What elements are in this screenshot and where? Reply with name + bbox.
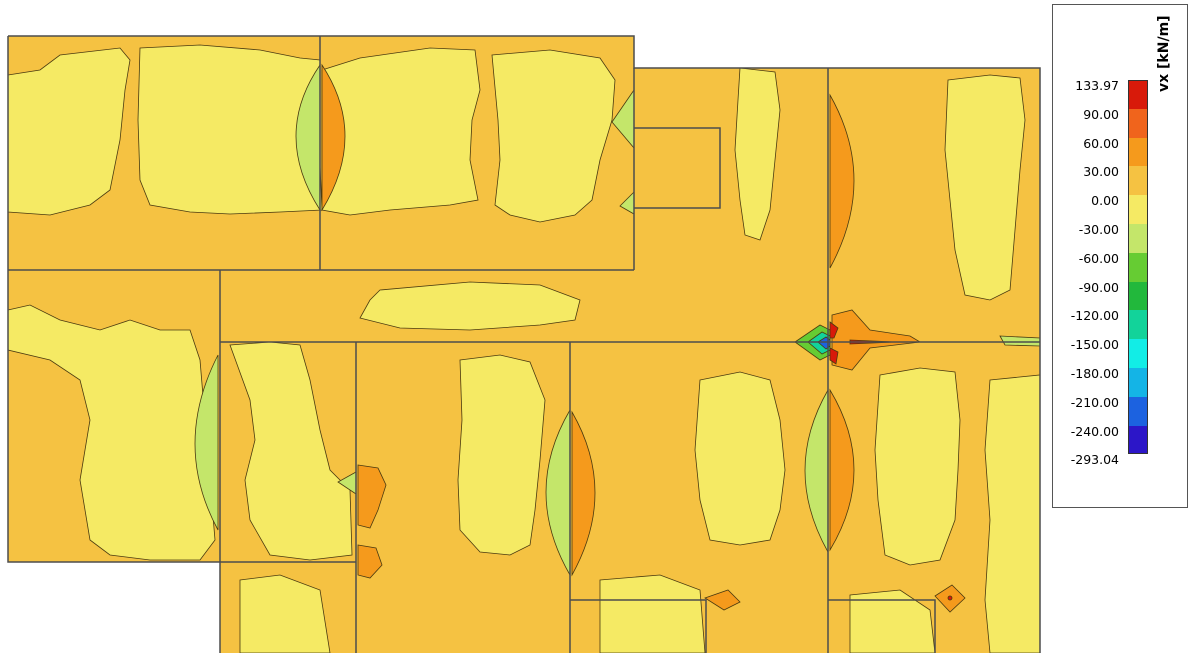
region-yellow-15	[849, 589, 936, 653]
legend-label: -120.00	[1070, 308, 1119, 324]
lens-green-1	[295, 63, 321, 212]
region-yellow-12	[984, 374, 1041, 653]
legend-label: -210.00	[1070, 394, 1119, 410]
region-yellow-14	[599, 574, 706, 653]
legend-label: -240.00	[1070, 423, 1119, 439]
legend-label: 133.97	[1075, 78, 1119, 93]
region-yellow-1	[7, 47, 131, 216]
legend-label: -150.00	[1070, 337, 1119, 353]
blob-orange-5	[357, 464, 387, 529]
blob-orange-7	[704, 589, 741, 611]
region-yellow-4	[491, 49, 616, 223]
region-yellow-10	[944, 74, 1026, 301]
legend-label: -90.00	[1078, 279, 1119, 295]
spike-red-2	[829, 347, 839, 365]
level-high-regions	[321, 63, 966, 613]
region-yellow-5	[7, 304, 216, 561]
legend-label: 30.00	[1083, 164, 1119, 180]
lens-orange-3	[829, 388, 855, 552]
legend-label: -180.00	[1070, 366, 1119, 381]
region-yellow-3	[321, 47, 481, 216]
lens-green-3	[545, 408, 571, 577]
blob-orange-6	[357, 544, 383, 579]
lens-green-4	[804, 388, 829, 554]
legend-swatch	[1128, 425, 1148, 455]
region-yellow-13	[359, 281, 581, 331]
wedge-green-8	[999, 335, 1041, 347]
opening-3	[828, 599, 936, 653]
lens-orange-1	[321, 63, 346, 212]
legend-swatch	[1128, 396, 1148, 426]
legend-swatch	[1128, 224, 1148, 253]
region-yellow-9	[694, 371, 786, 546]
region-yellow-7	[457, 354, 546, 556]
lens-orange-4	[571, 410, 596, 577]
legend-title: vx [kN/m]	[1156, 15, 1172, 92]
lens-orange-2	[829, 93, 855, 269]
legend-label: -30.00	[1078, 222, 1119, 237]
region-yellow-6	[229, 341, 353, 561]
region-yellow-8	[734, 67, 781, 241]
lens-green-2	[194, 354, 219, 531]
level-negative-regions	[194, 63, 1041, 577]
legend-label: -60.00	[1078, 250, 1119, 266]
legend-swatch	[1128, 252, 1148, 282]
legend-swatch	[1128, 281, 1148, 311]
spike-blue	[817, 336, 831, 350]
legend-swatch	[1128, 108, 1148, 138]
legend-swatch	[1128, 368, 1148, 397]
legend-swatch	[1128, 137, 1148, 167]
legend-label: 0.00	[1091, 193, 1119, 209]
legend-label: 60.00	[1083, 135, 1119, 151]
legend-label: -293.04	[1070, 452, 1119, 468]
legend-label: 90.00	[1083, 106, 1119, 122]
dot-red	[947, 595, 953, 601]
legend-swatch	[1128, 195, 1148, 224]
level-zero-regions	[7, 44, 1041, 653]
spike-red-1	[829, 321, 839, 339]
legend-swatch	[1128, 339, 1148, 368]
opening-2	[570, 599, 707, 653]
legend-swatch	[1128, 166, 1148, 196]
slab-edges	[7, 35, 1041, 653]
legend-swatch	[1128, 80, 1148, 109]
region-yellow-11	[874, 367, 961, 566]
legend-swatch	[1128, 310, 1148, 340]
opening-1	[634, 127, 721, 209]
region-yellow-16	[239, 574, 331, 653]
legend-box	[1052, 4, 1188, 508]
region-yellow-2	[137, 44, 323, 215]
contour-plot	[7, 35, 1041, 653]
